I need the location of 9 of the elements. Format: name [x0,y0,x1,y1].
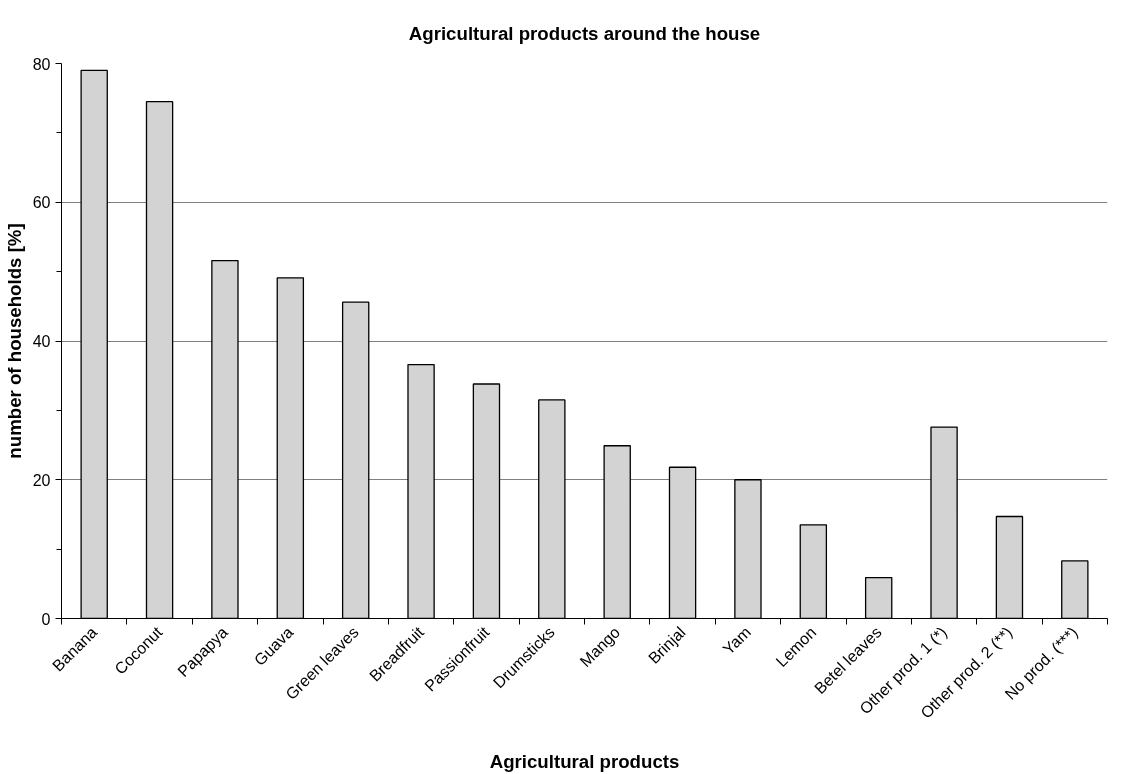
chart-title: Agricultural products around the house [408,22,761,44]
y-tick-label: 40 [32,333,51,350]
y-tick-label: 80 [32,55,51,73]
y-tick-label: 0 [41,610,51,628]
y-axis-title: number of households [%] [3,223,25,459]
x-axis-title: Agricultural products [489,750,680,772]
y-tick-label: 60 [32,194,51,212]
x-tick-label: Yam [719,623,754,658]
y-tick-label: 20 [32,471,51,489]
